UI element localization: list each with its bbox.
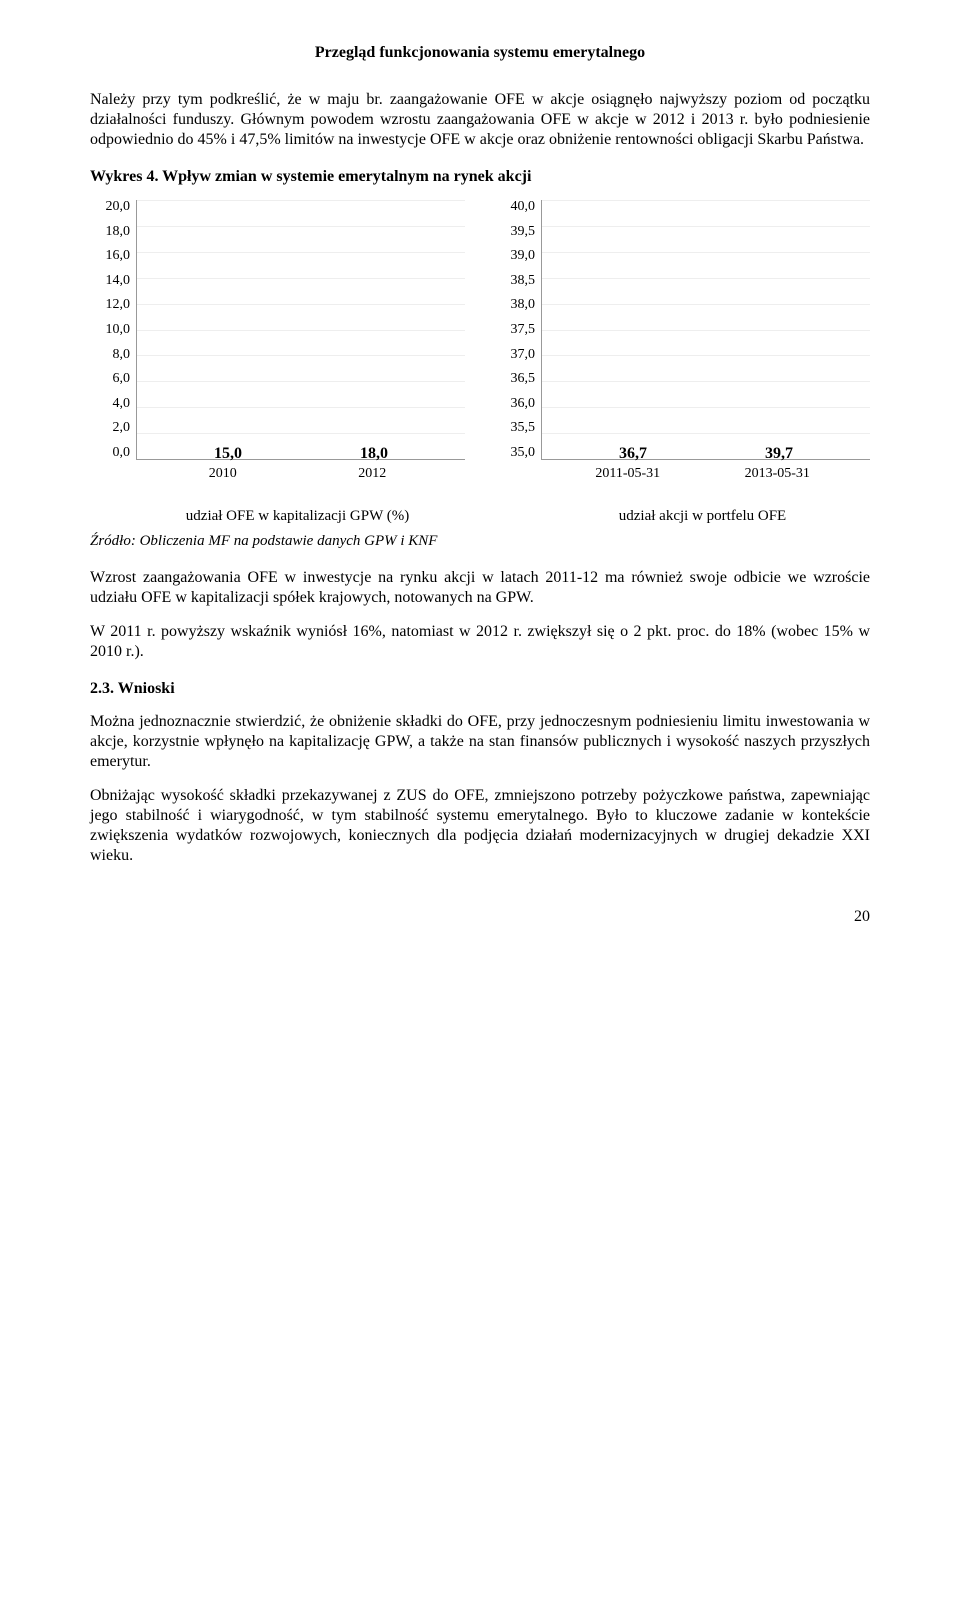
gridline (137, 200, 465, 201)
chart-left-legend: udział OFE w kapitalizacji GPW (%) (130, 508, 465, 525)
ytick-label: 37,0 (511, 348, 536, 362)
ytick-label: 10,0 (106, 323, 131, 337)
gridline (542, 433, 870, 434)
ytick-label: 39,5 (511, 225, 536, 239)
ytick-label: 16,0 (106, 249, 131, 263)
xtick-label: 2012 (298, 466, 448, 482)
chart-right-xticks: 2011-05-312013-05-31 (535, 466, 870, 482)
ytick-label: 8,0 (113, 348, 131, 362)
ytick-label: 38,0 (511, 298, 536, 312)
page-header: Przegląd funkcjonowania systemu emerytal… (90, 44, 870, 62)
paragraph-4: Można jednoznacznie stwierdzić, że obniż… (90, 712, 870, 772)
xtick-label: 2010 (148, 466, 298, 482)
ytick-label: 14,0 (106, 274, 131, 288)
paragraph-5: Obniżając wysokość składki przekazywanej… (90, 786, 870, 866)
chart-right-plot: 36,7 39,7 (541, 200, 870, 460)
section-number: 2.3. (90, 680, 118, 697)
ytick-label: 18,0 (106, 225, 131, 239)
gridline (137, 278, 465, 279)
gridline (137, 433, 465, 434)
chart-left-plot: 15,0 18,0 (136, 200, 465, 460)
ytick-label: 4,0 (113, 397, 131, 411)
paragraph-2: Wzrost zaangażowania OFE w inwestycje na… (90, 568, 870, 608)
ytick-label: 39,0 (511, 249, 536, 263)
chart-row: 20,018,016,014,012,010,08,06,04,02,00,0 … (90, 200, 870, 525)
page-number: 20 (90, 908, 870, 926)
ytick-label: 2,0 (113, 421, 131, 435)
gridline (137, 407, 465, 408)
bar-value-label: 18,0 (360, 445, 388, 463)
gridline (137, 355, 465, 356)
section-heading: 2.3. Wnioski (90, 680, 870, 698)
ytick-label: 40,0 (511, 200, 536, 214)
gridline (542, 278, 870, 279)
ytick-label: 20,0 (106, 200, 131, 214)
chart-right-legend: udział akcji w portfelu OFE (535, 508, 870, 525)
chart-left-xticks: 20102012 (130, 466, 465, 482)
ytick-label: 6,0 (113, 372, 131, 386)
paragraph-1: Należy przy tym podkreślić, że w maju br… (90, 90, 870, 150)
chart-left-yticks: 20,0 18,0 16,0 14,0 12,0 10,0 8,0 6,0 4,0 2,0 0,0 (90, 200, 136, 460)
ytick-label: 37,5 (511, 323, 536, 337)
chart-left: 20,018,016,014,012,010,08,06,04,02,00,0 … (90, 200, 465, 525)
gridline (542, 226, 870, 227)
xtick-label: 2011-05-31 (553, 466, 703, 482)
gridline (542, 200, 870, 201)
gridline (137, 330, 465, 331)
gridline (137, 381, 465, 382)
ytick-label: 12,0 (106, 298, 131, 312)
chart-source: Źródło: Obliczenia MF na podstawie danyc… (90, 533, 870, 550)
ytick-label: 38,5 (511, 274, 536, 288)
xtick-label: 2013-05-31 (703, 466, 853, 482)
chart-right-yticks: 40,0 39,5 39,0 38,5 38,0 37,5 37,0 36,5 36,0 35,5… (495, 200, 541, 460)
gridline (542, 252, 870, 253)
ytick-label: 36,0 (511, 397, 536, 411)
bar-value-label: 39,7 (765, 445, 793, 463)
page-title: Przegląd funkcjonowania systemu emerytal… (90, 44, 870, 62)
gridline (542, 304, 870, 305)
gridline (542, 407, 870, 408)
chart-right: 40,0 39,5 39,0 38,5 38,0 37,5 37,0 36,5 36,0 35,5… (495, 200, 870, 525)
ytick-label: 35,5 (511, 421, 536, 435)
section-title: Wnioski (118, 680, 175, 697)
gridline (542, 355, 870, 356)
gridline (137, 226, 465, 227)
bar-value-label: 36,7 (619, 445, 647, 463)
ytick-label: 0,0 (113, 446, 131, 460)
paragraph-3: W 2011 r. powyższy wskaźnik wyniósł 16%,… (90, 622, 870, 662)
gridline (137, 252, 465, 253)
ytick-label: 36,5 (511, 372, 536, 386)
ytick-label: 35,0 (511, 446, 536, 460)
gridline (542, 381, 870, 382)
gridline (542, 330, 870, 331)
gridline (137, 304, 465, 305)
chart-heading: Wykres 4. Wpływ zmian w systemie emeryta… (90, 168, 870, 186)
bar-value-label: 15,0 (214, 445, 242, 463)
